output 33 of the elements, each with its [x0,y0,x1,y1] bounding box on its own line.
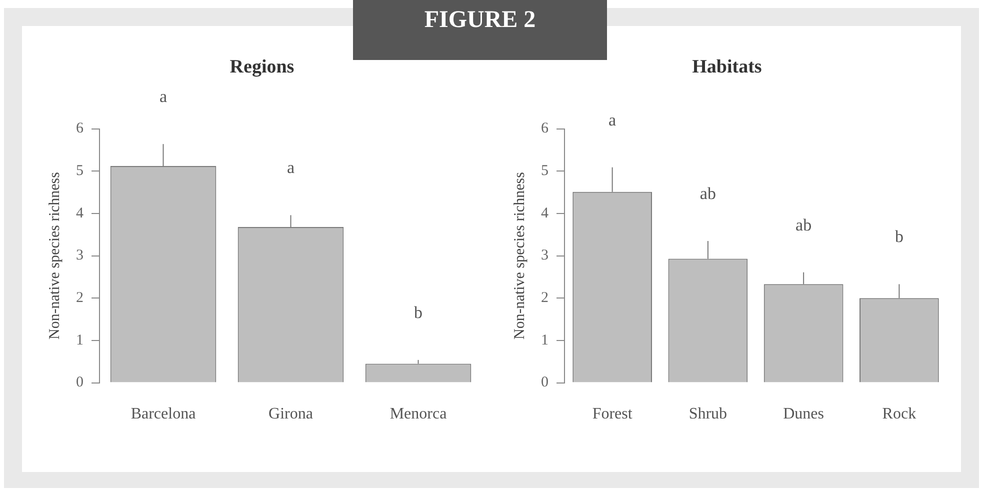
text: a [159,87,168,106]
y-axis-title: Non-native species richness [46,172,63,340]
annotation: a [608,110,617,130]
y-tick-label: 0 [541,374,548,391]
x-tick-label: Menorca [390,406,447,423]
y-tick-label: 6 [541,120,549,137]
y-tick-label: 5 [76,163,84,180]
annotation: b [414,302,422,322]
y-tick-label: 4 [541,205,549,222]
y-tick-label: 2 [76,290,84,306]
annotation: a [286,158,295,178]
y-tick-label: 3 [76,248,84,264]
annotation: ab [796,215,812,234]
x-tick-label: Dunes [783,406,824,423]
y-tick-label: 6 [76,120,84,137]
y-tick-label: 5 [541,163,548,180]
chart-title: Regions [230,56,294,78]
y-tick-label: 3 [541,248,548,264]
y-tick-label: 1 [541,332,548,348]
x-tick-label: Shrub [688,406,728,423]
annotation: ab [700,184,716,203]
y-tick-label: 4 [76,205,84,222]
y-axis-title: Non-native species richness [512,172,528,340]
y-tick-label: 1 [76,332,84,348]
y-tick-label: 0 [76,374,84,391]
x-tick-label: Rock [882,406,916,423]
x-tick-label: Forest [592,406,633,423]
caption: FIGURE 2 [353,0,607,60]
y-tick-label: 2 [541,290,548,306]
chart-title: Habitats [692,56,762,78]
x-tick-label: Girona [268,406,313,423]
annotation: b [894,227,904,246]
x-tick-label: Barcelona [130,406,196,423]
